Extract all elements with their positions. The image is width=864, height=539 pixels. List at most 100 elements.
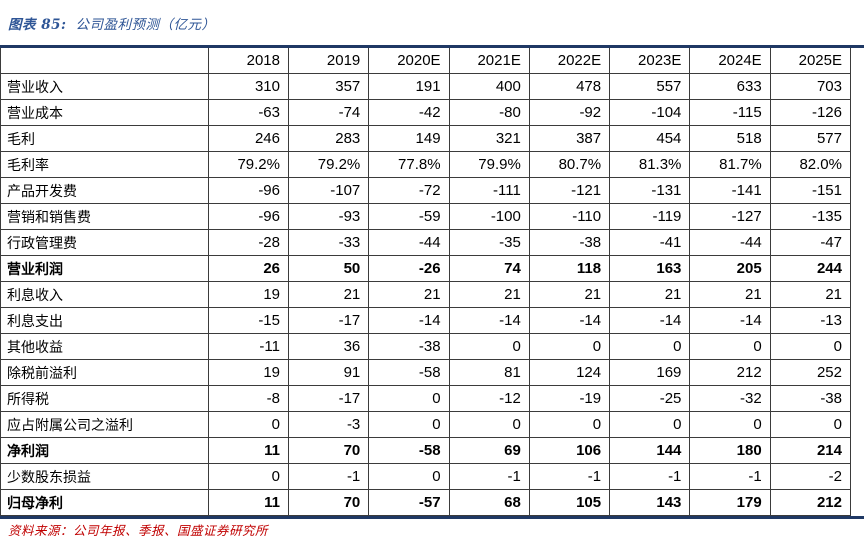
value-cell: 179: [689, 489, 771, 516]
value-cell: 26: [207, 255, 290, 282]
row-label: 应占附属公司之溢利: [0, 411, 209, 438]
table-row: 行政管理费 -28 -33 -44 -35 -38 -41 -44 -47: [0, 229, 852, 256]
value-cell: 36: [287, 333, 370, 360]
table-row: 产品开发费 -96 -107 -72 -111 -121 -131 -141 -151: [0, 177, 852, 204]
table-row: 毛利率 79.2% 79.2% 77.8% 79.9% 80.7% 81.3% 81.7% 82…: [0, 151, 852, 178]
value-cell: 191: [368, 73, 450, 100]
value-cell: -25: [609, 385, 691, 412]
column-header: 2022E: [528, 48, 611, 74]
table-row: 归母净利 11 70 -57 68 105 143 179 212: [0, 489, 852, 516]
value-cell: 124: [528, 359, 611, 386]
value-cell: -111: [448, 177, 530, 204]
value-cell: -28: [207, 229, 290, 256]
value-cell: 0: [368, 463, 450, 490]
value-cell: -12: [448, 385, 530, 412]
row-label: 营业成本: [0, 99, 209, 126]
value-cell: -96: [207, 177, 290, 204]
table-body: 营业收入 310 357 191 400 478 557 633 703 营业成本 -63 -74 -4…: [0, 73, 852, 516]
value-cell: -14: [528, 307, 611, 334]
column-header: 2023E: [609, 48, 691, 74]
figure-caption: 图表 85: 公司盈利预测（亿元）: [8, 13, 215, 33]
value-cell: -35: [448, 229, 530, 256]
value-cell: -11: [207, 333, 290, 360]
value-cell: -74: [287, 99, 370, 126]
value-cell: 577: [769, 125, 852, 152]
value-cell: 0: [769, 333, 852, 360]
corner-cell: [0, 48, 209, 74]
row-label: 行政管理费: [0, 229, 209, 256]
table-row: 利息收入 19 21 21 21 21 21 21 21: [0, 281, 852, 308]
value-cell: 21: [528, 281, 611, 308]
table-row: 所得税 -8 -17 0 -12 -19 -25 -32 -38: [0, 385, 852, 412]
value-cell: -14: [368, 307, 450, 334]
value-cell: -38: [528, 229, 611, 256]
row-label: 利息收入: [0, 281, 209, 308]
value-cell: 310: [207, 73, 290, 100]
value-cell: -42: [368, 99, 450, 126]
value-cell: 19: [207, 281, 290, 308]
value-cell: 0: [689, 411, 771, 438]
value-cell: -93: [287, 203, 370, 230]
row-label: 归母净利: [0, 489, 209, 516]
table-row: 毛利 246 283 149 321 387 454 518 577: [0, 125, 852, 152]
value-cell: -1: [528, 463, 611, 490]
value-cell: -1: [448, 463, 530, 490]
value-cell: 143: [609, 489, 691, 516]
value-cell: 91: [287, 359, 370, 386]
row-label: 营业收入: [0, 73, 209, 100]
value-cell: 0: [609, 411, 691, 438]
table-row: 除税前溢利 19 91 -58 81 124 169 212 252: [0, 359, 852, 386]
value-cell: -44: [368, 229, 450, 256]
value-cell: -59: [368, 203, 450, 230]
value-cell: 0: [769, 411, 852, 438]
value-cell: 633: [689, 73, 771, 100]
value-cell: -141: [689, 177, 771, 204]
value-cell: 68: [448, 489, 530, 516]
value-cell: 19: [207, 359, 290, 386]
value-cell: -14: [448, 307, 530, 334]
value-cell: 0: [528, 411, 611, 438]
column-header: 2024E: [689, 48, 771, 74]
value-cell: 21: [368, 281, 450, 308]
row-label: 净利润: [0, 437, 209, 464]
value-cell: -17: [287, 385, 370, 412]
value-cell: 82.0%: [769, 151, 852, 178]
figure-title: 公司盈利预测（亿元）: [75, 17, 216, 33]
table-row: 营业成本 -63 -74 -42 -80 -92 -104 -115 -126: [0, 99, 852, 126]
value-cell: 106: [528, 437, 611, 464]
value-cell: 21: [689, 281, 771, 308]
value-cell: 21: [448, 281, 530, 308]
value-cell: -96: [207, 203, 290, 230]
value-cell: 321: [448, 125, 530, 152]
value-cell: 212: [769, 489, 852, 516]
value-cell: 0: [207, 411, 290, 438]
value-cell: 518: [689, 125, 771, 152]
value-cell: -1: [287, 463, 370, 490]
row-label: 营业利润: [0, 255, 209, 282]
value-cell: 21: [287, 281, 370, 308]
value-cell: 357: [287, 73, 370, 100]
value-cell: -92: [528, 99, 611, 126]
value-cell: 105: [528, 489, 611, 516]
value-cell: 246: [207, 125, 290, 152]
table-header-row: 2018 2019 2020E 2021E 2022E 2023E 2024E 2025E: [0, 48, 852, 74]
value-cell: -1: [609, 463, 691, 490]
value-cell: -115: [689, 99, 771, 126]
value-cell: -47: [769, 229, 852, 256]
value-cell: -107: [287, 177, 370, 204]
value-cell: -14: [609, 307, 691, 334]
table-row: 营业利润 26 50 -26 74 118 163 205 244: [0, 255, 852, 282]
row-label: 毛利: [0, 125, 209, 152]
value-cell: 0: [609, 333, 691, 360]
source-note: 资料来源：公司年报、季报、国盛证券研究所: [8, 523, 269, 538]
value-cell: -57: [368, 489, 450, 516]
value-cell: -32: [689, 385, 771, 412]
value-cell: -14: [689, 307, 771, 334]
value-cell: 214: [769, 437, 852, 464]
table-row: 营销和销售费 -96 -93 -59 -100 -110 -119 -127 -135: [0, 203, 852, 230]
value-cell: 212: [689, 359, 771, 386]
value-cell: -135: [769, 203, 852, 230]
row-label: 少数股东损益: [0, 463, 209, 490]
value-cell: 703: [769, 73, 852, 100]
value-cell: -121: [528, 177, 611, 204]
